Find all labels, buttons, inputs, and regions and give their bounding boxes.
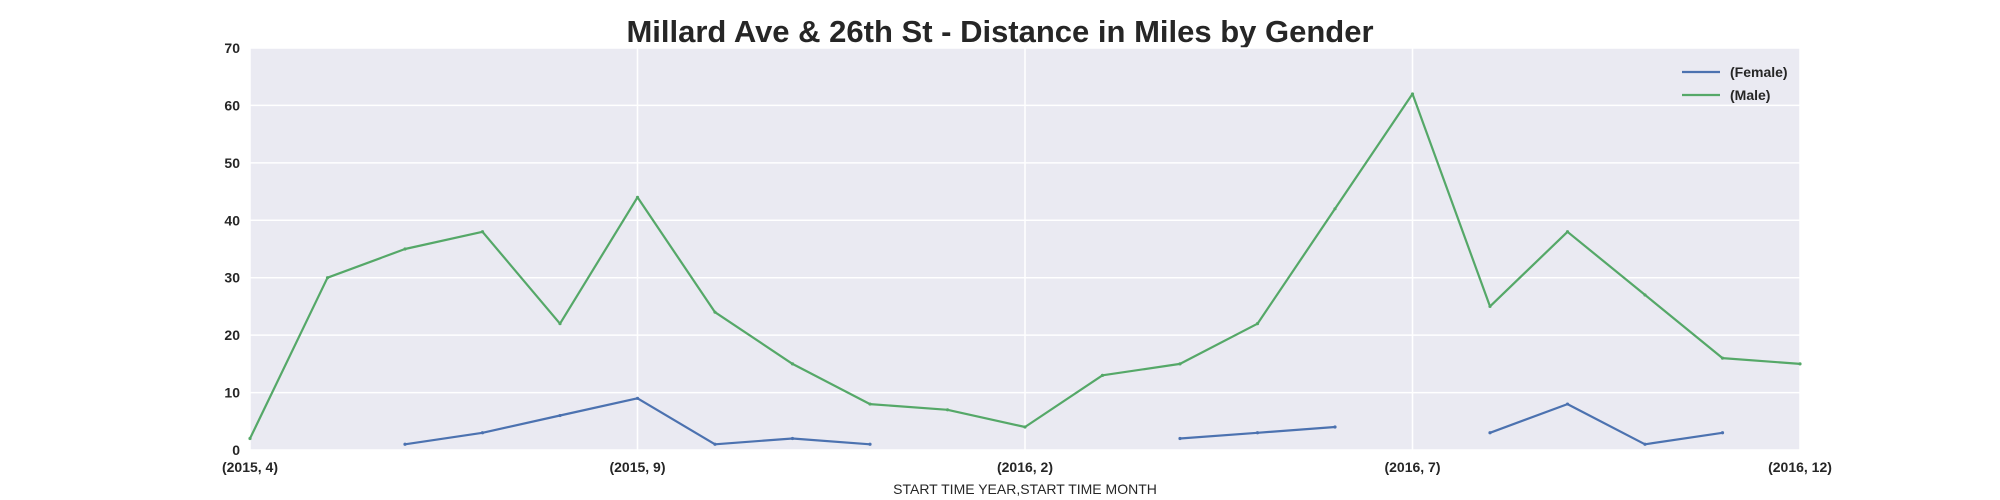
y-tick-label: 60 bbox=[224, 97, 240, 113]
data-point bbox=[1023, 425, 1027, 429]
data-point bbox=[945, 408, 950, 412]
data-point bbox=[1178, 362, 1182, 366]
y-tick-label: 30 bbox=[224, 270, 240, 286]
data-point bbox=[1410, 92, 1415, 96]
y-tick-label: 20 bbox=[224, 327, 240, 343]
x-tick-label: (2016, 2) bbox=[997, 459, 1053, 475]
x-tick-label: (2016, 12) bbox=[1768, 459, 1832, 475]
data-point bbox=[1488, 304, 1492, 309]
data-point bbox=[1720, 356, 1725, 360]
data-point bbox=[1565, 402, 1570, 406]
y-tick-label: 50 bbox=[224, 155, 240, 171]
x-axis-ticks: (2015, 4) (2015, 9) (2016, 2) (2016, 7) (201… bbox=[222, 459, 1832, 475]
data-point bbox=[1100, 373, 1105, 377]
data-point bbox=[558, 413, 562, 418]
y-tick-label: 10 bbox=[224, 385, 240, 401]
data-point bbox=[1255, 322, 1260, 326]
series-0 bbox=[403, 396, 1725, 446]
series-layer bbox=[248, 92, 1802, 446]
x-tick-label: (2016, 7) bbox=[1384, 459, 1440, 475]
chart-title: Millard Ave & 26th St - Distance in Mile… bbox=[626, 14, 1373, 49]
data-point bbox=[1643, 442, 1647, 446]
data-point bbox=[1333, 425, 1337, 429]
data-point bbox=[868, 442, 872, 446]
data-point bbox=[1255, 431, 1260, 435]
legend-label: (Male) bbox=[1730, 87, 1770, 103]
data-point bbox=[480, 230, 485, 234]
data-point bbox=[1488, 431, 1492, 435]
legend-label: (Female) bbox=[1730, 64, 1788, 80]
y-tick-label: 0 bbox=[232, 442, 240, 458]
x-tick-label: (2015, 9) bbox=[609, 459, 665, 475]
data-point bbox=[480, 431, 485, 435]
gridlines bbox=[249, 47, 1801, 451]
data-point bbox=[1178, 436, 1182, 441]
data-point bbox=[558, 322, 562, 326]
data-point bbox=[248, 436, 252, 441]
x-axis-label: START TIME YEAR,START TIME MONTH bbox=[893, 481, 1157, 497]
data-point bbox=[1643, 293, 1647, 297]
data-point bbox=[868, 402, 872, 406]
y-axis-ticks: 0 10 20 30 40 50 60 70 bbox=[224, 40, 240, 458]
data-point bbox=[790, 362, 795, 366]
data-point bbox=[1565, 230, 1570, 234]
y-tick-label: 40 bbox=[224, 212, 240, 228]
data-point bbox=[1333, 207, 1337, 211]
series-1 bbox=[248, 92, 1802, 441]
data-point bbox=[790, 436, 795, 441]
data-point bbox=[635, 195, 640, 199]
x-tick-label: (2015, 4) bbox=[222, 459, 278, 475]
data-point bbox=[403, 442, 407, 446]
data-point bbox=[325, 276, 330, 280]
data-point bbox=[635, 396, 640, 400]
data-point bbox=[1720, 431, 1725, 435]
legend: (Female) (Male) bbox=[1682, 64, 1788, 103]
y-tick-label: 70 bbox=[224, 40, 240, 56]
data-point bbox=[713, 442, 717, 446]
data-point bbox=[713, 310, 717, 314]
data-point bbox=[1798, 362, 1802, 366]
data-point bbox=[403, 247, 407, 251]
